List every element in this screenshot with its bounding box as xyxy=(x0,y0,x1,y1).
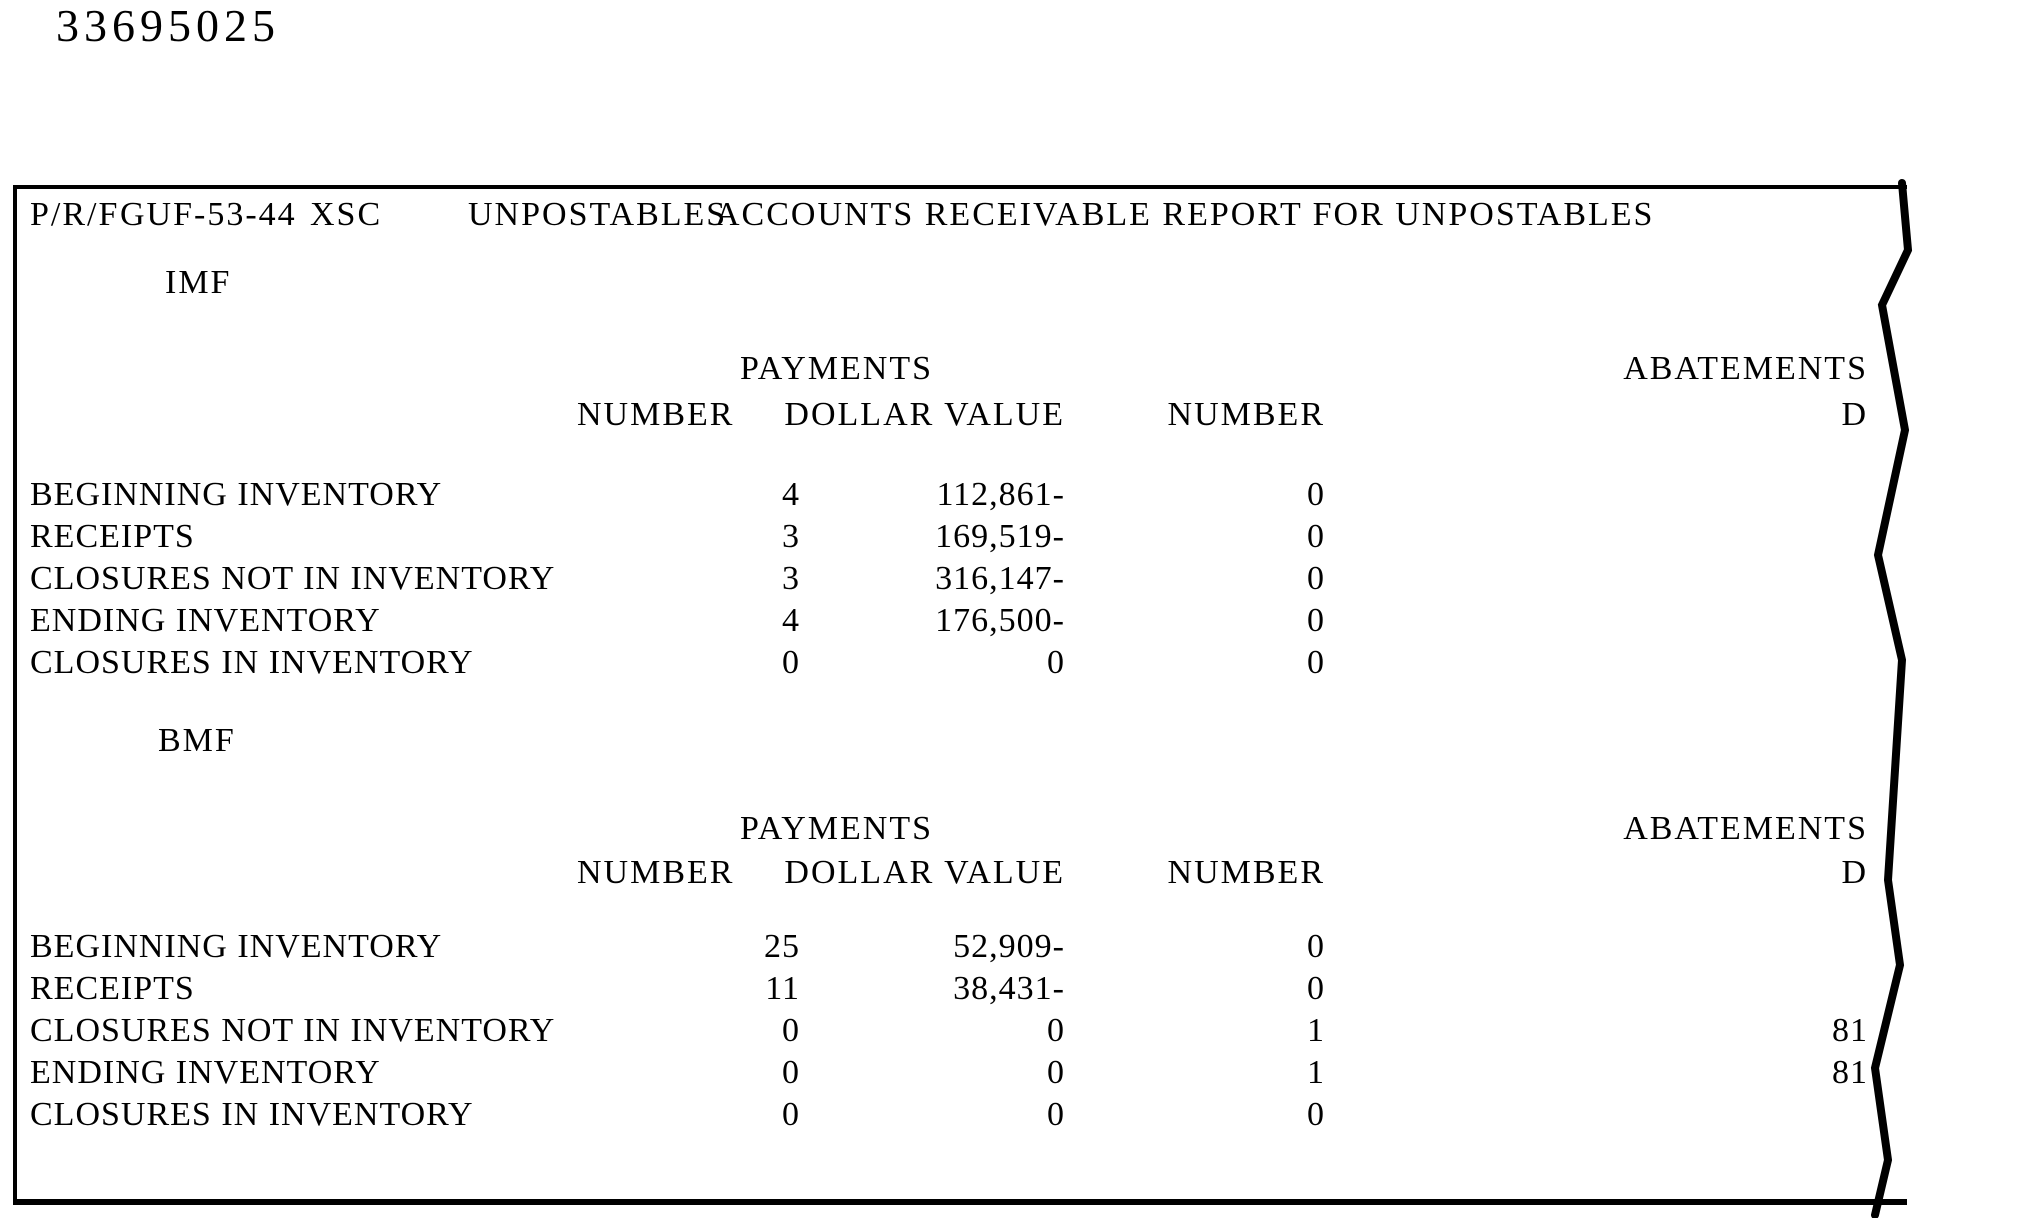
payments-dollar-value: 316,147- xyxy=(935,560,1065,597)
imf-abatements-group-header: ABATEMENTS xyxy=(1623,350,1868,387)
row-label: ENDING INVENTORY xyxy=(30,1054,381,1091)
payments-dollar-value: 0 xyxy=(1047,644,1065,681)
payments-number-value: 0 xyxy=(782,1054,800,1091)
row-label: BEGINNING INVENTORY xyxy=(30,928,443,965)
payments-dollar-value: 176,500- xyxy=(935,602,1065,639)
payments-dollar-value: 52,909- xyxy=(953,928,1065,965)
payments-number-value: 0 xyxy=(782,1096,800,1133)
imf-abatements-dollar-header-partial: D xyxy=(1841,396,1868,433)
imf-abatements-number-header: NUMBER xyxy=(1167,396,1325,433)
payments-dollar-value: 0 xyxy=(1047,1096,1065,1133)
abatements-number-value: 0 xyxy=(1307,518,1325,555)
row-label: ENDING INVENTORY xyxy=(30,602,381,639)
row-label: BEGINNING INVENTORY xyxy=(30,476,443,513)
document-serial-number: 33695025 xyxy=(56,0,280,51)
header-form-id: GUF-53-44 xyxy=(120,196,297,233)
header-code: XSC xyxy=(310,196,383,233)
payments-number-value: 4 xyxy=(782,476,800,513)
row-label: CLOSURES NOT IN INVENTORY xyxy=(30,1012,556,1049)
payments-dollar-value: 38,431- xyxy=(953,970,1065,1007)
abatements-number-value: 0 xyxy=(1307,602,1325,639)
payments-number-value: 11 xyxy=(765,970,800,1007)
abatements-number-value: 1 xyxy=(1307,1054,1325,1091)
row-label: CLOSURES NOT IN INVENTORY xyxy=(30,560,556,597)
payments-number-value: 3 xyxy=(782,518,800,555)
imf-payments-number-header: NUMBER xyxy=(577,396,735,433)
torn-edge-graphic xyxy=(1870,179,1913,1218)
bmf-payments-number-header: NUMBER xyxy=(577,854,735,891)
payments-number-value: 3 xyxy=(782,560,800,597)
abatements-number-value: 0 xyxy=(1307,1096,1325,1133)
abatements-number-value: 0 xyxy=(1307,476,1325,513)
row-label: RECEIPTS xyxy=(30,970,195,1007)
abatements-dollar-value: 81 xyxy=(1832,1054,1868,1091)
report-title: ACCOUNTS RECEIVABLE REPORT FOR UNPOSTABL… xyxy=(715,196,1655,233)
imf-payments-group-header: PAYMENTS xyxy=(740,350,934,387)
bmf-abatements-number-header: NUMBER xyxy=(1167,854,1325,891)
report-border-box xyxy=(13,185,1907,1205)
abatements-number-value: 1 xyxy=(1307,1012,1325,1049)
abatements-number-value: 0 xyxy=(1307,970,1325,1007)
payments-number-value: 0 xyxy=(782,644,800,681)
header-category: UNPOSTABLES xyxy=(468,196,728,233)
payments-number-value: 0 xyxy=(782,1012,800,1049)
bmf-payments-group-header: PAYMENTS xyxy=(740,810,934,847)
payments-dollar-value: 112,861- xyxy=(936,476,1065,513)
abatements-number-value: 0 xyxy=(1307,928,1325,965)
section-name-bmf: BMF xyxy=(158,722,236,759)
abatements-number-value: 0 xyxy=(1307,560,1325,597)
bmf-payments-dollar-header: DOLLAR VALUE xyxy=(784,854,1065,891)
abatements-dollar-value: 81 xyxy=(1832,1012,1868,1049)
bmf-abatements-dollar-header-partial: D xyxy=(1841,854,1868,891)
row-label: CLOSURES IN INVENTORY xyxy=(30,644,474,681)
payments-dollar-value: 0 xyxy=(1047,1012,1065,1049)
row-label: CLOSURES IN INVENTORY xyxy=(30,1096,474,1133)
payments-dollar-value: 0 xyxy=(1047,1054,1065,1091)
header-prf: P/R/F xyxy=(30,196,120,233)
payments-dollar-value: 169,519- xyxy=(935,518,1065,555)
section-name-imf: IMF xyxy=(165,264,232,301)
payments-number-value: 25 xyxy=(764,928,800,965)
row-label: RECEIPTS xyxy=(30,518,195,555)
bmf-abatements-group-header: ABATEMENTS xyxy=(1623,810,1868,847)
payments-number-value: 4 xyxy=(782,602,800,639)
abatements-number-value: 0 xyxy=(1307,644,1325,681)
imf-payments-dollar-header: DOLLAR VALUE xyxy=(784,396,1065,433)
